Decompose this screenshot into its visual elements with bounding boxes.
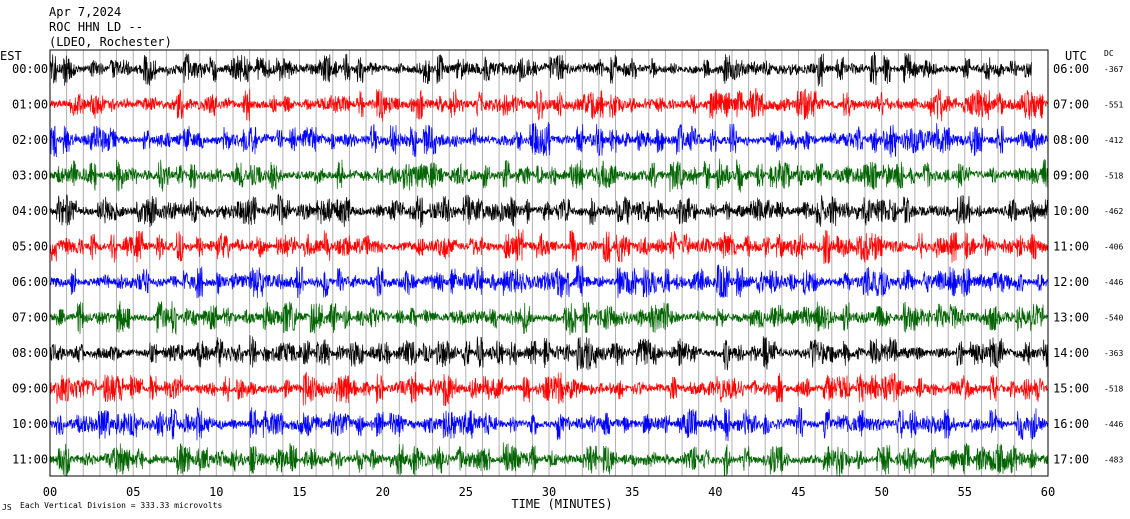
x-tick-20: 20	[375, 485, 389, 499]
est-label-6: 06:00	[12, 275, 48, 289]
utc-label-1: 07:00	[1053, 98, 1089, 112]
est-label-2: 02:00	[12, 133, 48, 147]
x-tick-30: 30	[542, 485, 556, 499]
est-label-11: 11:00	[12, 453, 48, 467]
trace-row-6	[49, 264, 1049, 299]
utc-label-3: 09:00	[1053, 169, 1089, 183]
x-tick-60: 60	[1041, 485, 1055, 499]
x-axis-label: TIME (MINUTES)	[511, 497, 612, 511]
dc-label-3: -518	[1104, 172, 1123, 181]
trace-row-1	[49, 88, 1049, 122]
location-label: (LDEO, Rochester)	[49, 35, 172, 49]
utc-label-9: 15:00	[1053, 382, 1089, 396]
x-tick-50: 50	[874, 485, 888, 499]
trace-row-7	[49, 300, 1049, 336]
right-timezone-label: UTC	[1065, 49, 1087, 63]
x-tick-55: 55	[958, 485, 972, 499]
trace-row-5	[49, 229, 1049, 265]
minute-grid	[66, 50, 1032, 476]
trace-row-11	[49, 442, 1049, 478]
trace-row-8	[49, 335, 1049, 371]
plot-frame	[49, 49, 1049, 477]
x-tick-10: 10	[209, 485, 223, 499]
corner-mark: JS	[2, 503, 12, 512]
utc-label-4: 10:00	[1053, 204, 1089, 218]
trace-row-3	[49, 158, 1049, 193]
x-tick-35: 35	[625, 485, 639, 499]
x-tick-45: 45	[791, 485, 805, 499]
station-label: ROC HHN LD --	[49, 20, 143, 34]
dc-label-2: -412	[1104, 136, 1123, 145]
dc-label-4: -462	[1104, 207, 1123, 216]
dc-label-9: -518	[1104, 385, 1123, 394]
dc-label-11: -483	[1104, 456, 1123, 465]
utc-label-7: 13:00	[1053, 311, 1089, 325]
dc-label-1: -551	[1104, 101, 1123, 110]
date-label: Apr 7,2024	[49, 5, 121, 19]
scale-note: Each Vertical Division = 333.33 microvol…	[20, 501, 222, 510]
dc-label-5: -406	[1104, 243, 1123, 252]
utc-label-5: 11:00	[1053, 240, 1089, 254]
x-tick-25: 25	[459, 485, 473, 499]
est-label-7: 07:00	[12, 311, 48, 325]
utc-row-labels: 06:00 07:00 08:00 09:00 10:00 11:00 12:00 13:00…	[1053, 62, 1089, 467]
trace-row-10	[49, 406, 1049, 442]
trace-row-0	[49, 51, 1032, 87]
est-label-10: 10:00	[12, 417, 48, 431]
x-tick-05: 05	[126, 485, 140, 499]
est-label-8: 08:00	[12, 346, 48, 360]
x-tick-00: 00	[43, 485, 57, 499]
est-label-4: 04:00	[12, 204, 48, 218]
trace-row-2	[49, 122, 1049, 158]
trace-row-9	[49, 371, 1049, 407]
dc-header-label: DC	[1104, 49, 1114, 58]
utc-label-6: 12:00	[1053, 275, 1089, 289]
dc-label-0: -367	[1104, 65, 1123, 74]
utc-label-0: 06:00	[1053, 62, 1089, 76]
left-timezone-label: EST	[0, 49, 22, 63]
dc-label-10: -446	[1104, 420, 1123, 429]
utc-label-2: 08:00	[1053, 133, 1089, 147]
trace-row-4	[49, 193, 1049, 228]
dc-offset-labels: -367 -551 -412 -518 -462 -406 -446 -540 -363 -518…	[1104, 65, 1123, 465]
est-label-1: 01:00	[12, 98, 48, 112]
utc-label-8: 14:00	[1053, 346, 1089, 360]
x-tick-40: 40	[708, 485, 722, 499]
est-label-3: 03:00	[12, 169, 48, 183]
utc-label-11: 17:00	[1053, 453, 1089, 467]
est-label-5: 05:00	[12, 240, 48, 254]
dc-label-6: -446	[1104, 278, 1123, 287]
est-label-9: 09:00	[12, 382, 48, 396]
x-tick-labels: 00 05 10 15 20 25 30 35 40 45 50 55 60	[43, 485, 1055, 499]
est-label-0: 00:00	[12, 62, 48, 76]
seismic-traces	[49, 51, 1049, 478]
x-tick-15: 15	[292, 485, 306, 499]
dc-label-7: -540	[1104, 314, 1123, 323]
est-row-labels: 00:00 01:00 02:00 03:00 04:00 05:00 06:00 07:00…	[12, 62, 48, 467]
dc-label-8: -363	[1104, 349, 1123, 358]
utc-label-10: 16:00	[1053, 417, 1089, 431]
